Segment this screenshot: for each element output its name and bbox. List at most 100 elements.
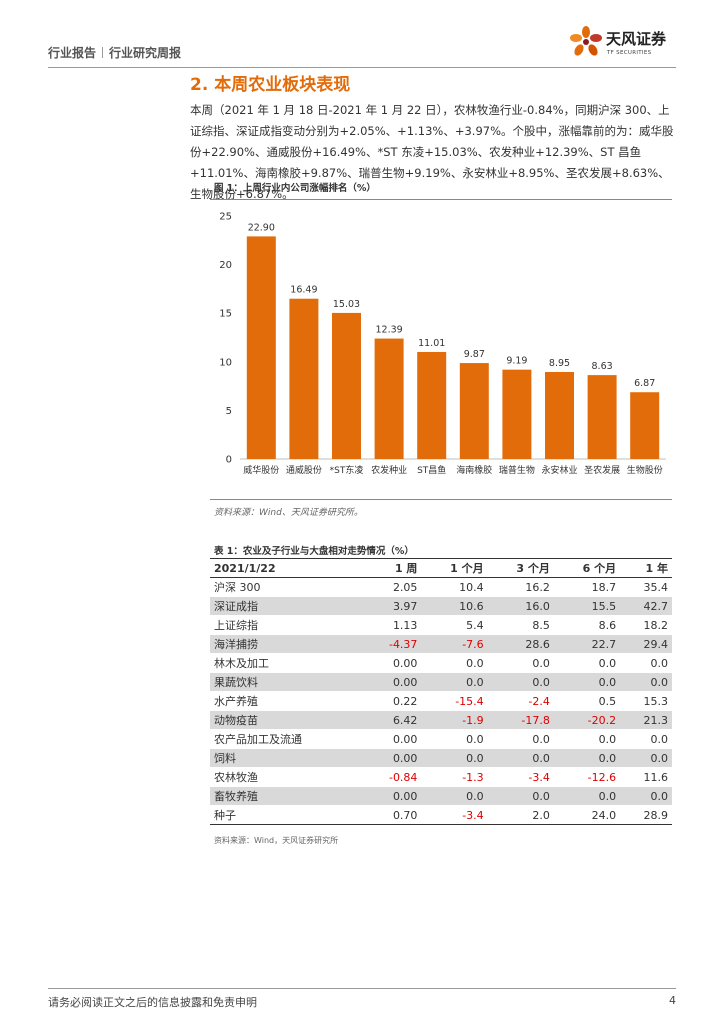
table-cell-value: 0.0 xyxy=(620,653,672,673)
table-cell-value: 0.22 xyxy=(363,691,422,711)
table-cell-value: -20.2 xyxy=(553,710,621,730)
table-body: 沪深 300 2.05 10.4 16.2 18.7 35.4 深证成指 3.97 10.6 16… xyxy=(210,577,672,825)
header-rule xyxy=(48,67,676,68)
table-cell-value: -4.37 xyxy=(363,634,422,654)
table-cell-value: 18.7 xyxy=(553,577,621,597)
section-paragraph: 本周（2021 年 1 月 18 日-2021 年 1 月 22 日），农林牧渔… xyxy=(190,103,674,201)
table-cell-value: 22.7 xyxy=(553,634,621,654)
table-header-1m: 1 个月 xyxy=(421,558,488,578)
table-cell-name: 动物疫苗 xyxy=(210,710,364,730)
table-cell-value: 0.0 xyxy=(487,729,554,749)
x-category-label: *ST东凌 xyxy=(330,464,364,476)
logo-subtitle: TF SECURITIES xyxy=(607,50,652,56)
bar-chart: 0 5 10 15 20 25 22.90 威华股份 16.49 通威股份 15.03 *ST东凌 12… xyxy=(219,212,666,476)
table-cell-value: 29.4 xyxy=(620,634,672,654)
page-number: 4 xyxy=(669,994,676,1007)
table-cell-value: 24.0 xyxy=(553,805,621,825)
table-cell-value: 10.4 xyxy=(421,577,488,597)
bar-data-label: 8.63 xyxy=(592,361,613,372)
table-cell-value: -0.84 xyxy=(363,767,422,787)
table-cell-value: 0.0 xyxy=(553,672,621,692)
table-cell-value: -7.6 xyxy=(421,634,488,654)
table-row: 饲料 0.00 0.0 0.0 0.0 0.0 xyxy=(210,748,672,768)
figure-title: 图 1：上周行业内公司涨幅排名（%） xyxy=(214,183,376,194)
bar xyxy=(545,372,574,459)
bar-data-label: 6.87 xyxy=(634,378,655,389)
table-cell-value: 0.0 xyxy=(620,729,672,749)
x-category-label: 海南橡胶 xyxy=(456,464,492,476)
table-cell-value: 2.05 xyxy=(363,577,422,597)
bar-data-label: 12.39 xyxy=(375,325,402,336)
bar-data-label: 8.95 xyxy=(549,358,570,369)
bar xyxy=(630,392,660,459)
table-cell-value: 0.5 xyxy=(553,691,621,711)
table-cell-value: -12.6 xyxy=(553,767,621,787)
table-cell-value: 0.00 xyxy=(363,672,422,692)
footer-disclaimer: 请务必阅读正文之后的信息披露和免责申明 xyxy=(48,996,257,1009)
table-cell-value: 0.00 xyxy=(363,653,422,673)
figure-bottom-rule xyxy=(210,499,672,500)
header-report-type: 行业报告 xyxy=(48,46,97,60)
table-cell-name: 畜牧养殖 xyxy=(210,786,364,806)
x-category-label: 生物股份 xyxy=(627,464,663,476)
table-header-row: 2021/1/22 1 周 1 个月 3 个月 6 个月 1 年 xyxy=(210,558,672,578)
table-row: 水产养殖 0.22 -15.4 -2.4 0.5 15.3 xyxy=(210,691,672,711)
table-row: 沪深 300 2.05 10.4 16.2 18.7 35.4 xyxy=(210,577,672,597)
table-cell-value: 28.6 xyxy=(487,634,554,654)
logo-name: 天风证券 xyxy=(606,30,667,48)
header-breadcrumb: 行业报告 行业研究周报 xyxy=(48,44,181,61)
table-cell-value: -1.9 xyxy=(421,710,488,730)
table-header-1w: 1 周 xyxy=(363,558,422,578)
bar-data-label: 22.90 xyxy=(248,222,275,233)
table-row: 农产品加工及流通 0.00 0.0 0.0 0.0 0.0 xyxy=(210,729,672,749)
flower-logo-icon xyxy=(570,26,602,56)
y-tick-label: 20 xyxy=(219,260,232,271)
table-cell-value: 0.00 xyxy=(363,729,422,749)
table-cell-value: 0.0 xyxy=(421,729,488,749)
bar xyxy=(587,375,617,459)
header-report-subtype: 行业研究周报 xyxy=(109,46,182,60)
table-row: 动物疫苗 6.42 -1.9 -17.8 -20.2 21.3 xyxy=(210,710,672,730)
table-cell-name: 农林牧渔 xyxy=(210,767,364,787)
table-row: 深证成指 3.97 10.6 16.0 15.5 42.7 xyxy=(210,596,672,616)
table-header-date: 2021/1/22 xyxy=(210,558,364,578)
table-cell-value: 35.4 xyxy=(620,577,672,597)
table-cell-value: 18.2 xyxy=(620,615,672,635)
page-header: 行业报告 行业研究周报 xyxy=(48,38,676,68)
table-row: 海洋捕捞 -4.37 -7.6 28.6 22.7 29.4 xyxy=(210,634,672,654)
table-title: 表 1：农业及子行业与大盘相对走势情况（%） xyxy=(214,546,414,557)
table-header-1y: 1 年 xyxy=(620,558,672,578)
y-tick-label: 0 xyxy=(226,455,232,466)
table-cell-value: 0.0 xyxy=(487,748,554,768)
table-cell-name: 沪深 300 xyxy=(210,577,364,597)
table-cell-name: 饲料 xyxy=(210,748,364,768)
section-title: 2. 本周农业板块表现 xyxy=(190,75,351,95)
bar xyxy=(417,351,447,459)
table-cell-value: -3.4 xyxy=(487,767,554,787)
table-header-3m: 3 个月 xyxy=(487,558,554,578)
table-cell-value: 1.13 xyxy=(363,615,422,635)
table-cell-value: 42.7 xyxy=(620,596,672,616)
table-cell-value: 16.0 xyxy=(487,596,554,616)
table-cell-name: 种子 xyxy=(210,805,364,825)
figure-source: 资料来源：Wind、天风证券研究所。 xyxy=(214,508,363,518)
table-cell-value: 0.0 xyxy=(553,748,621,768)
table-cell-name: 林木及加工 xyxy=(210,653,364,673)
bar xyxy=(459,363,489,459)
table-cell-value: 0.0 xyxy=(421,786,488,806)
bar-data-label: 11.01 xyxy=(418,338,445,349)
bar xyxy=(289,298,319,459)
table-cell-value: -3.4 xyxy=(421,805,488,825)
table-cell-value: 0.0 xyxy=(487,786,554,806)
table-cell-value: -15.4 xyxy=(421,691,488,711)
table-source: 资料来源：Wind，天风证券研究所 xyxy=(214,836,339,845)
table-cell-value: 10.6 xyxy=(421,596,488,616)
table-cell-name: 上证综指 xyxy=(210,615,364,635)
table-row: 畜牧养殖 0.00 0.0 0.0 0.0 0.0 xyxy=(210,786,672,806)
company-logo: 天风证券 TF SECURITIES xyxy=(568,20,678,64)
x-category-label: 威华股份 xyxy=(243,464,279,476)
x-category-label: ST昌鱼 xyxy=(417,464,446,476)
table-cell-value: 0.0 xyxy=(421,653,488,673)
x-category-label: 圣农发展 xyxy=(584,464,620,476)
table-cell-value: 28.9 xyxy=(620,805,672,825)
